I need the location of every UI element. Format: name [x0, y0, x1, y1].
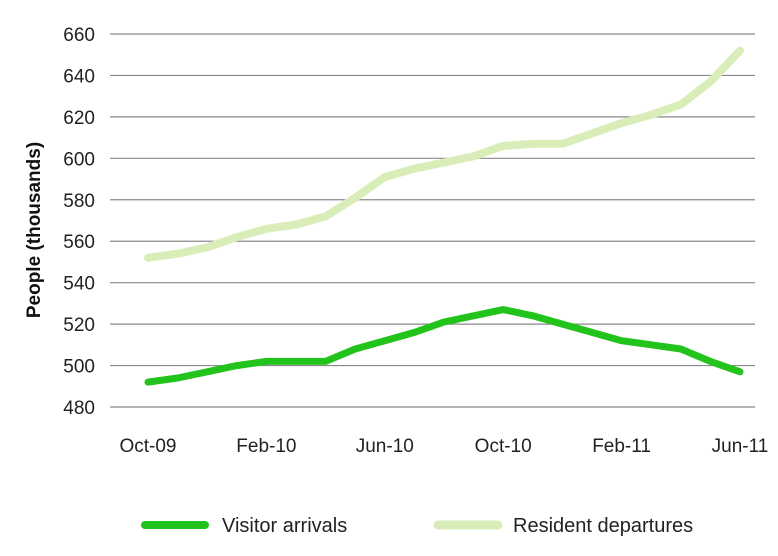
x-tick-label: Oct-09 [119, 436, 176, 457]
y-tick-label: 480 [63, 398, 95, 419]
x-tick-label: Jun-11 [712, 436, 769, 457]
legend: Visitor arrivals Resident departures [141, 515, 693, 537]
series-line-resident-departures [144, 46, 744, 262]
y-tick-label: 520 [63, 315, 95, 336]
gridlines [110, 33, 755, 408]
y-axis-ticks: 480 500 520 540 560 580 600 620 640 660 [63, 25, 95, 419]
legend-label-resident-departures: Resident departures [513, 515, 693, 537]
y-tick-label: 660 [63, 25, 95, 46]
y-tick-label: 540 [63, 274, 95, 295]
y-tick-label: 560 [63, 232, 95, 253]
x-axis-ticks: Oct-09 Feb-10 Jun-10 Oct-10 Feb-11 Jun-11 [119, 436, 768, 457]
series-line-visitor-arrivals [144, 306, 744, 386]
y-tick-label: 640 [63, 66, 95, 87]
y-tick-label: 600 [63, 149, 95, 170]
x-tick-label: Jun-10 [356, 436, 414, 457]
y-tick-label: 580 [63, 191, 95, 212]
legend-label-visitor-arrivals: Visitor arrivals [222, 515, 347, 537]
x-tick-label: Oct-10 [475, 436, 532, 457]
series-lines [144, 46, 744, 386]
y-axis-label: People (thousands) [24, 142, 45, 318]
y-tick-label: 500 [63, 357, 95, 378]
x-tick-label: Feb-10 [236, 436, 296, 457]
x-tick-label: Feb-11 [592, 436, 651, 457]
y-tick-label: 620 [63, 108, 95, 129]
